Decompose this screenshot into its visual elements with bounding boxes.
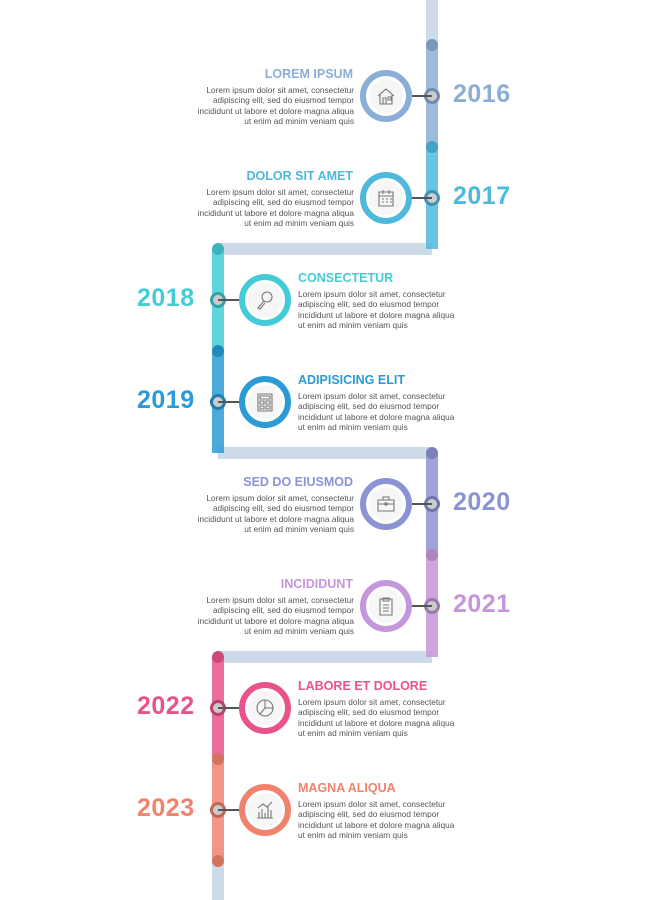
segment-dot <box>212 651 224 663</box>
item-title: INCIDIDUNT <box>280 577 353 591</box>
segment-dot <box>212 345 224 357</box>
icon-circle <box>360 172 412 224</box>
segment-dot <box>426 549 438 561</box>
briefcase-icon <box>377 496 395 512</box>
segment-dot <box>212 855 224 867</box>
icon-circle <box>239 376 291 428</box>
item-description: Lorem ipsum dolor sit amet, consectetur … <box>197 187 354 228</box>
segment-dot <box>426 39 438 51</box>
connector-line <box>218 243 432 255</box>
calendar-icon <box>378 190 394 207</box>
segment-dot <box>212 243 224 255</box>
year-label: 2022 <box>137 692 195 720</box>
icon-circle <box>360 70 412 122</box>
year-label: 2021 <box>453 590 511 618</box>
connector-line <box>218 651 432 663</box>
clipboard-icon <box>379 597 393 616</box>
pie-chart-icon <box>256 699 274 717</box>
year-label: 2016 <box>453 80 511 108</box>
item-title: MAGNA ALIQUA <box>298 781 396 795</box>
spine-bottom <box>212 861 224 900</box>
item-title: LABORE ET DOLORE <box>298 679 428 693</box>
bar-chart-icon <box>257 801 273 819</box>
item-description: Lorem ipsum dolor sit amet, consectetur … <box>197 595 354 636</box>
calculator-icon <box>257 393 273 412</box>
segment-dot <box>426 141 438 153</box>
item-description: Lorem ipsum dolor sit amet, consectetur … <box>298 799 455 840</box>
year-label: 2017 <box>453 182 511 210</box>
item-description: Lorem ipsum dolor sit amet, consectetur … <box>298 289 455 330</box>
item-description: Lorem ipsum dolor sit amet, consectetur … <box>197 85 354 126</box>
item-description: Lorem ipsum dolor sit amet, consectetur … <box>298 697 455 738</box>
year-label: 2023 <box>137 794 195 822</box>
icon-circle <box>239 784 291 836</box>
icon-circle <box>239 682 291 734</box>
segment-dot <box>212 753 224 765</box>
segment-dot <box>426 447 438 459</box>
connector-line <box>218 447 432 459</box>
year-label: 2020 <box>453 488 511 516</box>
house-icon <box>377 88 395 105</box>
icon-circle <box>360 478 412 530</box>
item-description: Lorem ipsum dolor sit amet, consectetur … <box>197 493 354 534</box>
item-title: ADIPISICING ELIT <box>298 373 405 387</box>
item-description: Lorem ipsum dolor sit amet, consectetur … <box>298 391 455 432</box>
icon-circle <box>239 274 291 326</box>
magnifier-icon <box>257 291 273 310</box>
icon-circle <box>360 580 412 632</box>
year-label: 2018 <box>137 284 195 312</box>
item-title: LOREM IPSUM <box>264 67 353 81</box>
item-title: CONSECTETUR <box>298 271 394 285</box>
year-label: 2019 <box>137 386 195 414</box>
item-title: SED DO EIUSMOD <box>243 475 353 489</box>
spine-top <box>426 0 438 45</box>
item-title: DOLOR SIT AMET <box>246 169 353 183</box>
